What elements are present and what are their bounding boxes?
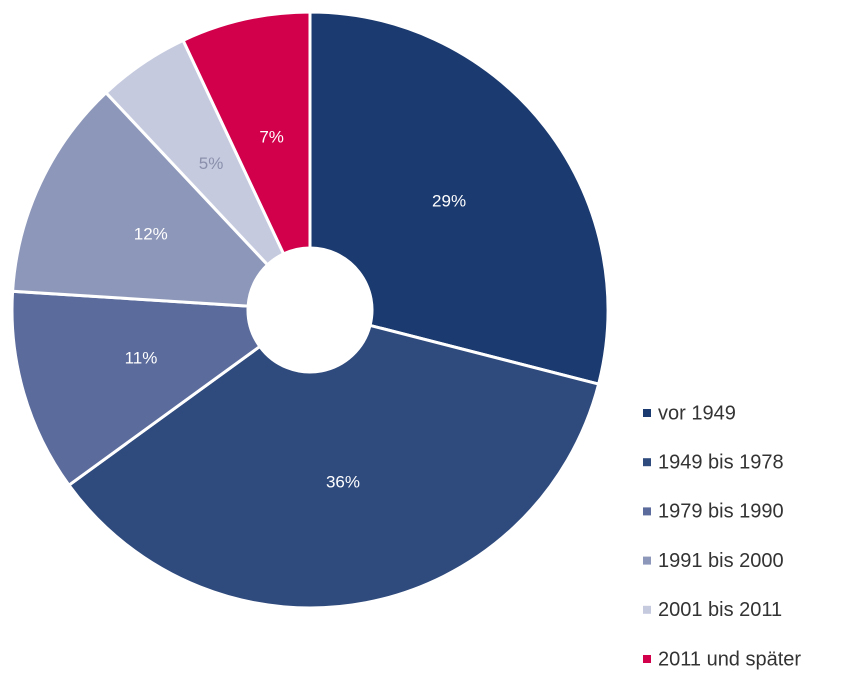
data-label: 29% <box>432 192 466 211</box>
data-label: 36% <box>326 472 360 491</box>
legend-marker <box>643 458 651 467</box>
data-label: 7% <box>259 128 284 147</box>
pie-slice <box>308 10 610 386</box>
legend-marker <box>643 655 651 663</box>
pie-slice <box>181 10 312 256</box>
data-label: 11% <box>125 349 158 368</box>
legend-label: 2011 und später <box>658 648 801 670</box>
pie-slice <box>10 90 270 308</box>
pie-slice <box>66 323 601 610</box>
legend-label: vor 1949 <box>658 402 736 424</box>
legend-marker <box>643 605 651 614</box>
data-label: 5% <box>199 154 224 173</box>
legend-marker <box>643 409 651 417</box>
legend-label: 1949 bis 1978 <box>658 451 784 473</box>
legend-label: 1991 bis 2000 <box>658 550 784 572</box>
legend-marker <box>643 556 651 565</box>
pie-slice <box>10 289 262 488</box>
legend-label: 2001 bis 2011 <box>658 599 782 621</box>
legend-marker <box>643 507 651 516</box>
data-label: 12% <box>134 225 168 244</box>
legend-label: 1979 bis 1990 <box>658 501 784 523</box>
